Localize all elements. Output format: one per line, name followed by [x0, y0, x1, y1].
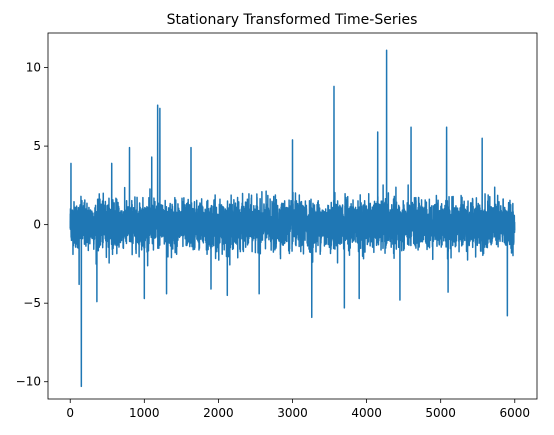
- x-tick-label: 4000: [351, 406, 382, 420]
- y-tick-label: 0: [33, 218, 41, 232]
- y-tick-label: 10: [26, 61, 41, 75]
- plot-area: [69, 49, 516, 388]
- x-tick-label: 6000: [499, 406, 530, 420]
- x-tick-label: 0: [66, 406, 74, 420]
- x-tick-label: 3000: [277, 406, 308, 420]
- x-tick-label: 5000: [425, 406, 456, 420]
- series-line: [69, 49, 516, 388]
- x-tick-label: 1000: [129, 406, 160, 420]
- y-tick-label: 5: [33, 139, 41, 153]
- y-tick-label: −5: [23, 296, 41, 310]
- y-tick-label: −10: [16, 375, 41, 389]
- x-axis: 0 1000 2000 3000 4000 5000 6000: [66, 399, 530, 420]
- axes-frame: [47, 32, 538, 400]
- chart-title: Stationary Transformed Time-Series: [167, 12, 418, 28]
- y-axis: −10 −5 0 5 10: [16, 61, 48, 389]
- x-tick-label: 2000: [203, 406, 234, 420]
